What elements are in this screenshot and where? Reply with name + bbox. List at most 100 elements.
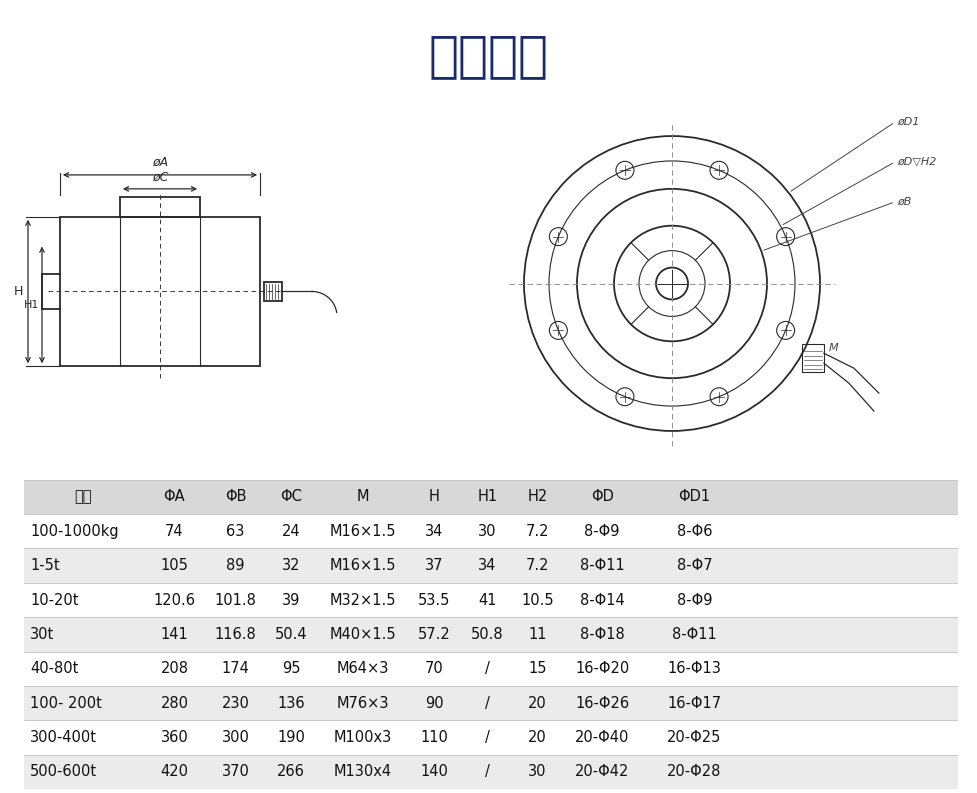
Text: 136: 136	[276, 695, 305, 711]
Text: 141: 141	[160, 627, 188, 642]
Text: 16-Φ20: 16-Φ20	[574, 661, 629, 676]
FancyBboxPatch shape	[24, 480, 957, 514]
FancyBboxPatch shape	[24, 652, 957, 686]
Text: 1-5t: 1-5t	[30, 558, 60, 573]
Text: H1: H1	[23, 300, 39, 310]
Text: 外形尺寸: 外形尺寸	[429, 32, 548, 80]
Text: 7.2: 7.2	[525, 524, 548, 538]
Text: 8-Φ9: 8-Φ9	[584, 524, 619, 538]
Text: 100- 200t: 100- 200t	[30, 695, 102, 711]
Text: 34: 34	[425, 524, 443, 538]
Text: 50.8: 50.8	[471, 627, 503, 642]
Text: 16-Φ17: 16-Φ17	[666, 695, 721, 711]
Text: 11: 11	[528, 627, 546, 642]
Text: M130x4: M130x4	[333, 764, 391, 780]
Text: 8-Φ14: 8-Φ14	[579, 592, 624, 607]
Text: H: H	[428, 489, 439, 504]
Text: øC: øC	[151, 170, 168, 184]
Text: 20-Φ28: 20-Φ28	[666, 764, 721, 780]
Text: 53.5: 53.5	[417, 592, 449, 607]
Text: 370: 370	[222, 764, 249, 780]
Text: 74: 74	[165, 524, 184, 538]
Text: ΦD: ΦD	[590, 489, 613, 504]
Text: 190: 190	[276, 730, 305, 745]
Text: M40×1.5: M40×1.5	[329, 627, 396, 642]
Text: 30t: 30t	[30, 627, 55, 642]
Text: M: M	[828, 343, 837, 353]
Text: 8-Φ7: 8-Φ7	[676, 558, 711, 573]
Text: M32×1.5: M32×1.5	[329, 592, 396, 607]
Text: 39: 39	[281, 592, 300, 607]
Text: 120.6: 120.6	[153, 592, 195, 607]
Text: 230: 230	[222, 695, 249, 711]
Text: 40-80t: 40-80t	[30, 661, 78, 676]
Text: 10.5: 10.5	[521, 592, 553, 607]
Text: H2: H2	[527, 489, 547, 504]
Text: 量程: 量程	[74, 489, 92, 504]
Text: /: /	[485, 730, 489, 745]
Text: 16-Φ13: 16-Φ13	[666, 661, 721, 676]
Text: 37: 37	[424, 558, 443, 573]
Text: 57.2: 57.2	[417, 627, 450, 642]
Text: M: M	[356, 489, 368, 504]
Text: M16×1.5: M16×1.5	[329, 558, 396, 573]
Text: /: /	[485, 695, 489, 711]
Text: 20-Φ42: 20-Φ42	[574, 764, 629, 780]
Text: M100x3: M100x3	[333, 730, 391, 745]
Text: M16×1.5: M16×1.5	[329, 524, 396, 538]
Text: 116.8: 116.8	[214, 627, 256, 642]
Text: 101.8: 101.8	[214, 592, 256, 607]
Text: ΦB: ΦB	[225, 489, 246, 504]
Text: M76×3: M76×3	[336, 695, 389, 711]
Text: 20-Φ40: 20-Φ40	[574, 730, 629, 745]
FancyBboxPatch shape	[24, 686, 957, 720]
Text: 16-Φ26: 16-Φ26	[574, 695, 628, 711]
FancyBboxPatch shape	[24, 583, 957, 617]
Text: 20: 20	[528, 730, 546, 745]
Text: 8-Φ18: 8-Φ18	[579, 627, 624, 642]
Text: ΦC: ΦC	[279, 489, 302, 504]
Text: /: /	[485, 661, 489, 676]
Text: 105: 105	[160, 558, 189, 573]
Text: 30: 30	[528, 764, 546, 780]
Text: H1: H1	[477, 489, 497, 504]
Text: 8-Φ9: 8-Φ9	[676, 592, 711, 607]
Text: 50.4: 50.4	[275, 627, 307, 642]
Text: 15: 15	[528, 661, 546, 676]
Text: 95: 95	[281, 661, 300, 676]
Text: 63: 63	[226, 524, 244, 538]
FancyBboxPatch shape	[24, 720, 957, 755]
Text: 280: 280	[160, 695, 189, 711]
Text: 266: 266	[276, 764, 305, 780]
Text: 20-Φ25: 20-Φ25	[666, 730, 721, 745]
Text: 89: 89	[226, 558, 244, 573]
Text: 20: 20	[528, 695, 546, 711]
Text: 24: 24	[281, 524, 300, 538]
Text: 100-1000kg: 100-1000kg	[30, 524, 118, 538]
Text: øD1: øD1	[896, 117, 918, 127]
Text: ΦD1: ΦD1	[678, 489, 709, 504]
Text: 8-Φ11: 8-Φ11	[579, 558, 624, 573]
Text: /: /	[485, 764, 489, 780]
Text: 32: 32	[281, 558, 300, 573]
Text: 8-Φ11: 8-Φ11	[671, 627, 716, 642]
Text: 500-600t: 500-600t	[30, 764, 97, 780]
Text: 140: 140	[420, 764, 447, 780]
Text: 360: 360	[160, 730, 188, 745]
Text: 90: 90	[424, 695, 443, 711]
Text: H: H	[14, 285, 23, 298]
FancyBboxPatch shape	[24, 755, 957, 789]
Text: 30: 30	[478, 524, 496, 538]
Text: 300-400t: 300-400t	[30, 730, 97, 745]
Text: 41: 41	[478, 592, 496, 607]
Text: M64×3: M64×3	[336, 661, 388, 676]
Text: 110: 110	[420, 730, 447, 745]
Text: 420: 420	[160, 764, 189, 780]
FancyBboxPatch shape	[24, 514, 957, 549]
Text: 8-Φ6: 8-Φ6	[676, 524, 711, 538]
Text: øA: øA	[151, 156, 168, 169]
Text: 34: 34	[478, 558, 496, 573]
Text: øB: øB	[896, 197, 911, 207]
Text: 7.2: 7.2	[525, 558, 548, 573]
Text: 70: 70	[424, 661, 443, 676]
